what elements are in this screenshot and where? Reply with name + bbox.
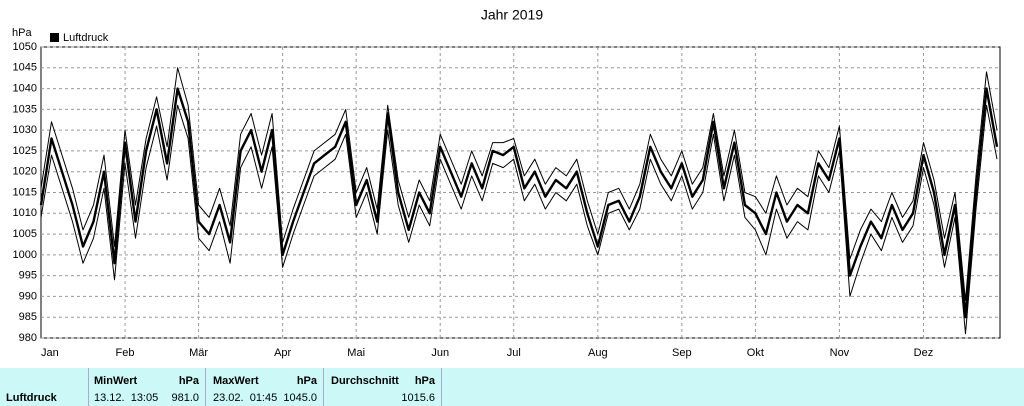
stat-cell: Durchschnitt hPa 1015.6 <box>323 368 442 406</box>
y-tick-label: 1010 <box>13 207 37 219</box>
chart: Jahr 2019 hPa Luftdruck 980 985 990 995 1000… <box>12 7 1001 359</box>
header: Durchschnitt <box>331 375 399 387</box>
x-tick-label: Jul <box>507 347 521 359</box>
unit: hPa <box>414 375 435 387</box>
y-tick-label: 990 <box>19 290 37 302</box>
time: 23.02. 01:45 <box>213 392 278 404</box>
x-tick-label: Aug <box>588 347 608 359</box>
y-tick-label: 1040 <box>13 82 37 94</box>
line <box>40 104 998 335</box>
legend-swatch <box>50 33 59 42</box>
y-tick-label: 1035 <box>13 103 37 115</box>
y-tick-label: 1020 <box>13 166 37 178</box>
y-tick-label: 1005 <box>13 228 37 240</box>
x-tick-label: Mai <box>347 347 365 359</box>
chart-title: Jahr 2019 <box>481 7 543 23</box>
value: 981.0 <box>171 392 199 404</box>
x-tick-label: Nov <box>830 347 850 359</box>
header: MaxWert <box>213 375 259 387</box>
line <box>40 67 998 302</box>
x-tick-label: Dez <box>914 347 934 359</box>
x-tick-label: Sep <box>672 347 692 359</box>
value: 1045.0 <box>283 392 317 404</box>
y-tick-label: 995 <box>19 270 37 282</box>
unit: hPa <box>296 375 317 387</box>
y-tick-label: 1000 <box>13 249 37 261</box>
x-tick-label: Mär <box>189 347 208 359</box>
y-tick-label: 1030 <box>13 124 37 136</box>
line <box>39 87 999 319</box>
y-tick-label: 1050 <box>13 41 37 53</box>
stats-panel: Luftdruck MinWert hPa 13.12. 13:05 981.0… <box>0 368 1024 406</box>
y-tick-label: 1015 <box>13 186 37 198</box>
row-label: Luftdruck <box>6 392 57 404</box>
y-tick-label: 1025 <box>13 145 37 157</box>
x-tick-label: Apr <box>274 347 291 359</box>
y-tick-label: 985 <box>19 311 37 323</box>
plot-area <box>40 46 1001 339</box>
stat-cell: MaxWert hPa 23.02. 01:45 1045.0 <box>205 368 323 406</box>
value: 1015.6 <box>401 392 435 404</box>
x-tick-label: Feb <box>116 347 135 359</box>
unit: hPa <box>178 375 199 387</box>
time: 13.12. 13:05 <box>94 392 159 404</box>
legend-label: Luftdruck <box>63 32 109 44</box>
header: MinWert <box>94 375 138 387</box>
x-tick-label: Okt <box>747 347 764 359</box>
x-tick-label: Jun <box>431 347 449 359</box>
y-tick-label: 980 <box>19 332 37 344</box>
y-axis-label: hPa <box>12 27 32 39</box>
stat-cell: MinWert hPa 13.12. 13:05 981.0 <box>88 368 205 406</box>
x-tick-label: Jan <box>41 347 59 359</box>
y-tick-label: 1045 <box>13 62 37 74</box>
